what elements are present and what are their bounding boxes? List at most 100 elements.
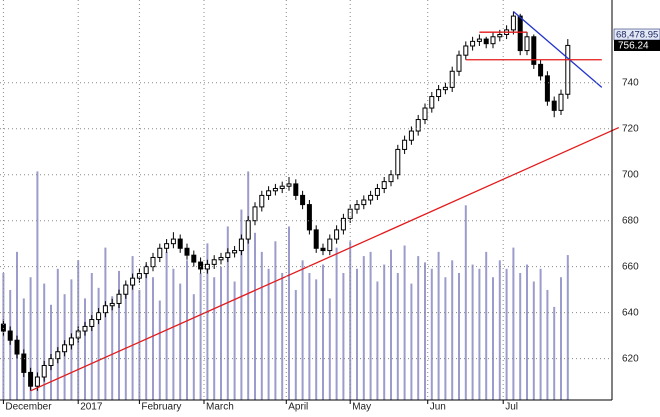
volume-bar: [532, 281, 535, 400]
y-tick-label: 660: [622, 261, 639, 272]
candle-body: [123, 284, 129, 295]
volume-bar: [124, 283, 127, 400]
candle-body: [300, 194, 306, 206]
candle-body: [381, 181, 387, 190]
candle-body: [164, 243, 170, 249]
candle-body: [198, 261, 204, 270]
candle-body: [293, 183, 299, 196]
volume-bar: [186, 260, 188, 400]
volume-bar: [512, 247, 515, 400]
candle-body: [490, 36, 496, 45]
candle-body: [130, 277, 136, 286]
candle-body: [286, 183, 292, 187]
volume-bar: [111, 296, 114, 400]
candle-body: [82, 325, 88, 332]
volume-bar: [560, 277, 562, 400]
candle-body: [306, 204, 312, 231]
candle-body: [442, 86, 448, 91]
candle-body: [347, 208, 353, 219]
y-tick-label: 640: [622, 307, 639, 318]
volume-bar: [43, 283, 46, 400]
candle-body: [204, 263, 210, 270]
volume-bar: [206, 243, 209, 400]
candle-body: [191, 254, 197, 263]
candle-body: [150, 256, 156, 268]
candle-body: [96, 312, 102, 321]
volume-bar: [145, 264, 148, 400]
x-tick-label: February: [141, 402, 181, 412]
candle-body: [272, 188, 278, 192]
volume-bar: [84, 298, 86, 400]
volume-bar: [458, 273, 460, 400]
volume-bar: [430, 268, 433, 400]
volume-bar: [267, 268, 270, 400]
x-tick-label: Jul: [505, 402, 518, 412]
candle-body: [456, 54, 462, 72]
candle-body: [531, 36, 537, 65]
candle-body: [7, 330, 13, 341]
candle-body: [238, 238, 244, 252]
candle-body: [476, 38, 482, 42]
volume-bar: [118, 270, 120, 400]
volume-bar: [199, 273, 202, 400]
volume-bar: [444, 277, 447, 400]
candle-body: [327, 238, 333, 252]
candle-body: [184, 247, 190, 256]
volume-bar: [288, 226, 290, 400]
volume-bar: [192, 294, 195, 400]
volume-bar: [390, 249, 392, 400]
volume-bar: [322, 264, 324, 400]
candle-body: [252, 206, 258, 222]
volume-bar: [294, 289, 297, 400]
volume-bar: [328, 298, 331, 400]
volume-bar: [315, 279, 318, 400]
candle-body: [28, 371, 34, 387]
candle-body: [62, 344, 68, 353]
candle-body: [463, 45, 469, 56]
volume-bar: [247, 171, 250, 400]
candle-body: [245, 220, 251, 240]
volume-bar: [36, 171, 39, 400]
volume-bar: [526, 264, 528, 400]
volume-bar: [519, 273, 522, 400]
candle-body: [429, 96, 435, 109]
candle-body: [538, 63, 544, 77]
candle-body: [266, 190, 272, 196]
y-tick-label: 680: [622, 215, 639, 226]
candle-body: [544, 75, 550, 102]
candle-body: [510, 15, 516, 31]
x-tick-label: May: [352, 402, 371, 412]
volume-bar: [478, 268, 481, 400]
volume-bar: [383, 264, 386, 400]
candle-body: [551, 100, 557, 111]
volume-bar: [505, 268, 508, 400]
candle-body: [157, 247, 163, 258]
candle-body: [422, 107, 428, 121]
candle-body: [225, 252, 231, 258]
volume-bar: [376, 281, 379, 400]
volume-bar: [240, 209, 243, 400]
volume-bar: [335, 247, 338, 400]
volume-bar: [301, 260, 304, 400]
volume-bar: [172, 268, 175, 400]
candle-body: [402, 139, 408, 150]
volume-bar: [424, 262, 426, 400]
candle-body: [136, 273, 142, 279]
volume-bar: [220, 266, 222, 400]
volume-bar: [362, 256, 365, 400]
candle-body: [218, 256, 224, 261]
volume-bar: [29, 277, 32, 400]
candle-body: [415, 119, 421, 132]
candle-body: [75, 330, 81, 339]
x-tick-label: April: [288, 402, 308, 412]
price-last-label: 756.24: [618, 41, 649, 52]
volume-bar: [104, 247, 107, 400]
candle-body: [334, 229, 340, 240]
candle-body: [41, 365, 47, 378]
candle-body: [354, 204, 360, 210]
volume-bar: [566, 255, 569, 400]
candle-body: [483, 38, 489, 45]
volume-bar: [437, 251, 440, 400]
volume-bar: [213, 277, 216, 400]
